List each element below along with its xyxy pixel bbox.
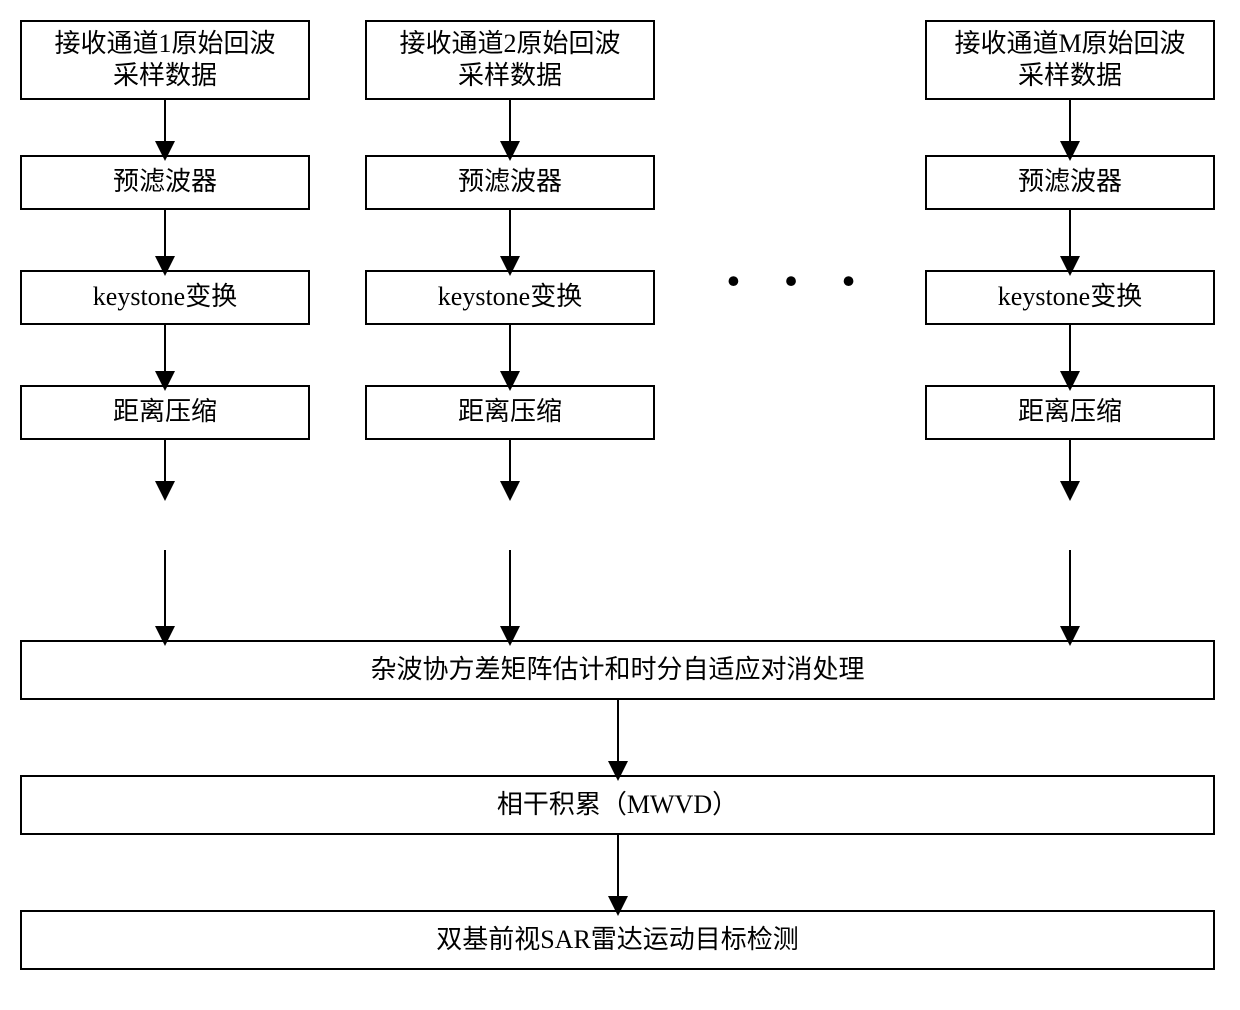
wide-step1-box: 杂波协方差矩阵估计和时分自适应对消处理 [20,640,1215,700]
col1-step2-text: keystone变换 [93,281,237,314]
ellipsis: • • • [710,260,890,302]
wide-step3-box: 双基前视SAR雷达运动目标检测 [20,910,1215,970]
col2-step3-box: 距离压缩 [365,385,655,440]
colM-step3-box: 距离压缩 [925,385,1215,440]
colM-input-box: 接收通道M原始回波采样数据 [925,20,1215,100]
col1-step3-text: 距离压缩 [113,396,217,429]
colM-step3-text: 距离压缩 [1018,396,1122,429]
wide-step2-box: 相干积累（MWVD） [20,775,1215,835]
colM-step2-text: keystone变换 [998,281,1142,314]
col1-step2-box: keystone变换 [20,270,310,325]
col2-step2-box: keystone变换 [365,270,655,325]
flowchart-diagram: 接收通道1原始回波采样数据 预滤波器 keystone变换 距离压缩 接收通道2… [20,20,1220,990]
col1-input-text: 接收通道1原始回波采样数据 [54,28,275,93]
col2-step1-text: 预滤波器 [458,166,562,199]
colM-input-text: 接收通道M原始回波采样数据 [954,28,1185,93]
colM-step2-box: keystone变换 [925,270,1215,325]
col2-input-text: 接收通道2原始回波采样数据 [399,28,620,93]
col1-step1-box: 预滤波器 [20,155,310,210]
col2-step2-text: keystone变换 [438,281,582,314]
col1-input-box: 接收通道1原始回波采样数据 [20,20,310,100]
ellipsis-text: • • • [727,261,873,301]
wide-step1-text: 杂波协方差矩阵估计和时分自适应对消处理 [370,654,864,687]
wide-step2-text: 相干积累（MWVD） [497,789,738,822]
colM-step1-box: 预滤波器 [925,155,1215,210]
col2-input-box: 接收通道2原始回波采样数据 [365,20,655,100]
col2-step1-box: 预滤波器 [365,155,655,210]
colM-step1-text: 预滤波器 [1018,166,1122,199]
col1-step1-text: 预滤波器 [113,166,217,199]
col1-step3-box: 距离压缩 [20,385,310,440]
wide-step3-text: 双基前视SAR雷达运动目标检测 [436,924,799,957]
col2-step3-text: 距离压缩 [458,396,562,429]
